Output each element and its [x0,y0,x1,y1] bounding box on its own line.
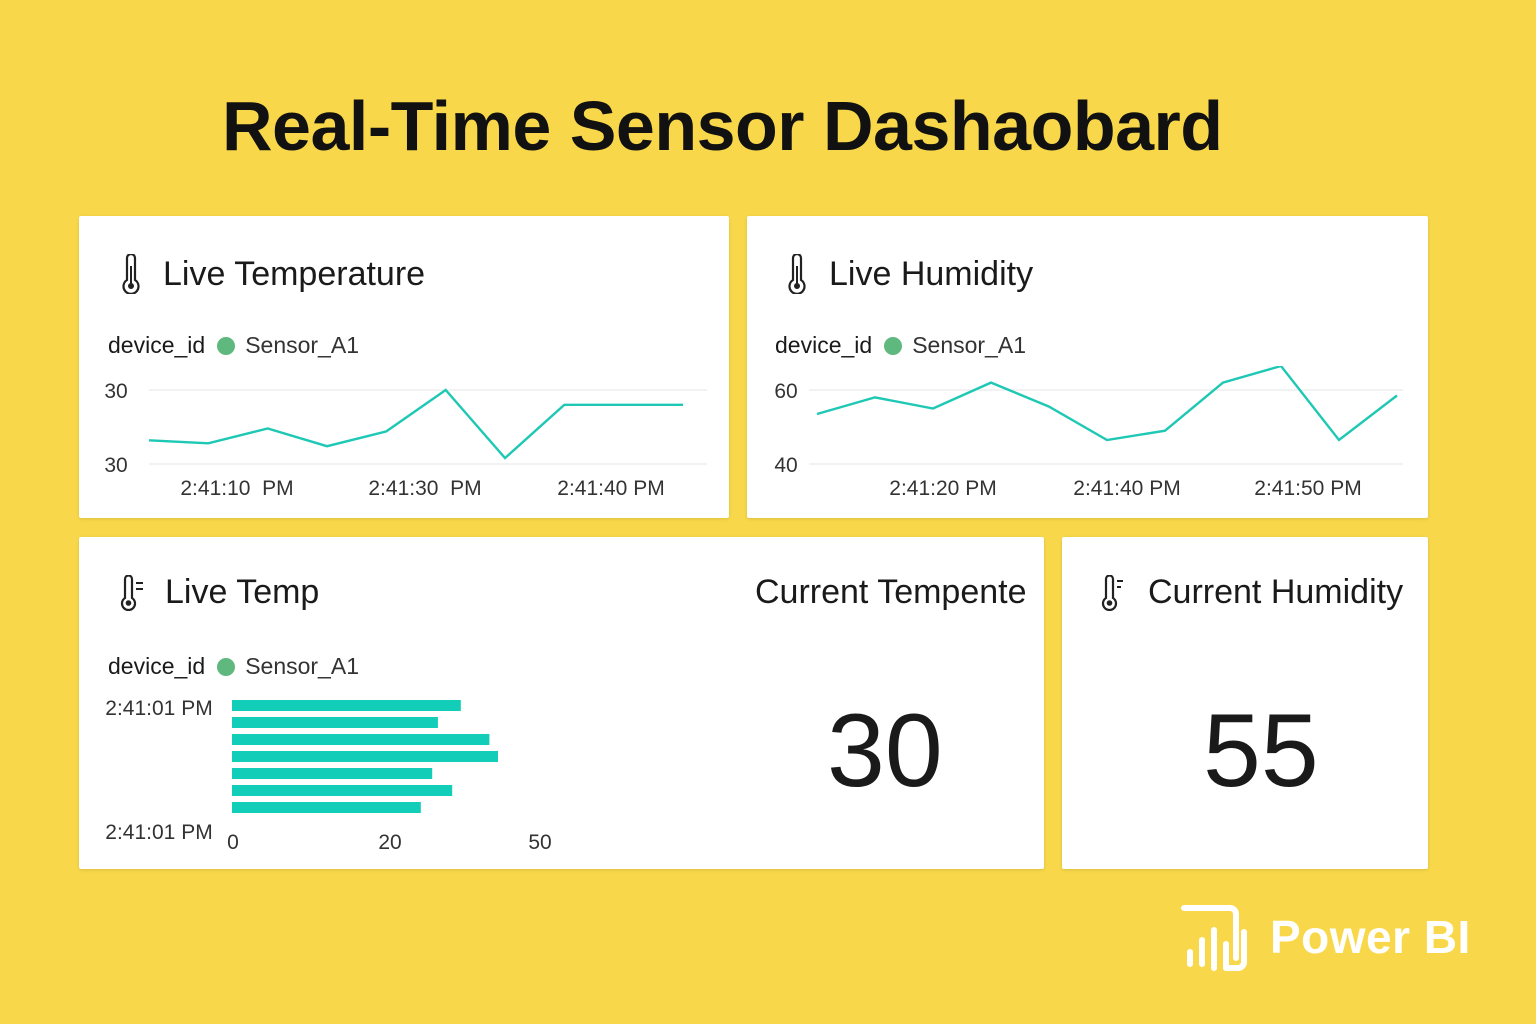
legend-dot [217,336,236,355]
card-title: Current Humidity [1148,573,1404,611]
x-tick-label: 2:41:10 PM [180,477,293,500]
power-bi-icon [1181,905,1247,971]
thermometer-lines-icon [119,574,145,611]
legend-value: Sensor_A1 [912,332,1026,358]
card-title: Live Temp [165,573,320,611]
card-title: Live Humidity [829,254,1034,293]
y-tick-label: 30 [104,454,127,477]
bar [232,734,490,745]
bar [232,751,498,762]
legend: device_id Sensor_A1 [108,653,359,680]
current-humidity-value: 55 [1203,693,1319,809]
legend: device_id Sensor_A1 [775,332,1026,359]
power-bi-logo: Power BI [1180,902,1471,972]
x-tick-label: 2:41:30 PM [368,477,481,500]
x-tick-label: 2:41:40 PM [1073,477,1180,500]
x-tick-label: 2:41:50 PM [1254,477,1361,500]
legend-value: Sensor_A1 [245,653,359,679]
legend-dot [217,657,236,676]
live-temperature-card[interactable]: Live Temperature device_id Sensor_A1 30 3… [79,216,729,518]
power-bi-label: Power BI [1270,911,1471,963]
bar [232,700,461,711]
live-humidity-card[interactable]: Live Humidity device_id Sensor_A1 60 40 2:… [747,216,1428,518]
y-tick-label: 30 [104,380,127,403]
bar [232,802,421,813]
x-tick-label: 50 [528,831,551,854]
y-tick-label: 40 [774,454,797,477]
card-title: Live Temperature [163,254,426,293]
y-tick-label: 2:41:01 PM [105,697,212,720]
thermometer-icon [785,254,809,294]
bar [232,717,438,728]
y-tick-label: 60 [774,380,797,403]
bar [232,768,433,779]
legend-key: device_id [775,332,873,358]
current-temperature-value: 30 [827,693,943,809]
x-tick-label: 20 [378,831,401,854]
current-humidity-card[interactable]: Current Humidity 55 [1062,537,1428,869]
series-line [148,388,683,460]
page-title: Real-Time Sensor Dashaobard [222,87,1223,165]
live-temp-card[interactable]: Live Temp device_id Sensor_A1 2:41:01 PM… [79,537,1044,869]
legend-value: Sensor_A1 [245,332,359,358]
y-tick-label: 2:41:01 PM [105,821,212,844]
series-line [816,366,1398,442]
thermometer-lines-icon [1100,574,1126,611]
x-tick-label: 2:41:40 PM [557,477,664,500]
thermometer-icon [119,254,143,294]
x-tick-label: 2:41:20 PM [889,477,996,500]
current-temperature-label: Current Tempente [755,573,1027,611]
legend-dot [884,336,903,355]
x-tick-label: 0 [227,831,239,854]
bar [232,785,453,796]
temperature-bar-chart: 2:41:01 PM 2:41:01 PM 0 20 50 [105,697,551,854]
temperature-line-chart: 30 30 2:41:10 PM 2:41:30 PM 2:41:40 PM [104,380,707,500]
legend-key: device_id [108,653,206,679]
legend: device_id Sensor_A1 [108,332,359,359]
legend-key: device_id [108,332,206,358]
humidity-line-chart: 60 40 2:41:20 PM 2:41:40 PM 2:41:50 PM [774,366,1403,500]
